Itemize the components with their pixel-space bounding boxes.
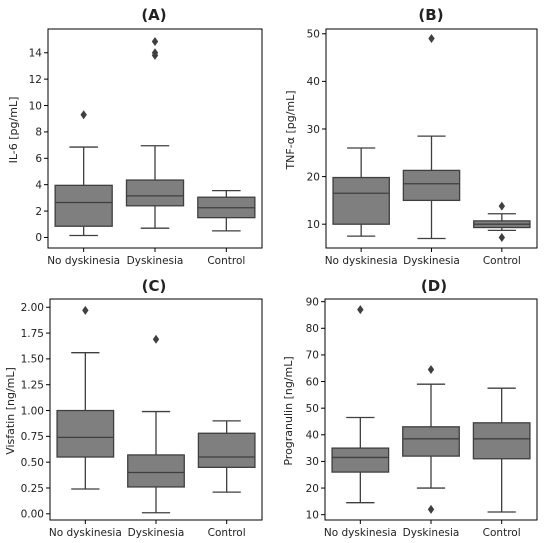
y-axis-label: Visfatin [ng/mL] xyxy=(4,367,17,455)
panel-a: (A) IL-6 [pg/mL] 0 2 4 6 8 10 12 14 No dyskinesi… xyxy=(7,6,263,267)
y-tick-label: 20 xyxy=(306,483,319,495)
y-tick-label: 12 xyxy=(29,74,42,86)
y-tick-label: 1.75 xyxy=(21,328,44,340)
iqr-box xyxy=(402,169,461,202)
y-axis-label: IL-6 [pg/mL] xyxy=(7,97,20,164)
box-1 xyxy=(127,334,185,514)
outlier-point xyxy=(82,305,89,315)
y-tick-label: 0 xyxy=(35,232,42,244)
y-tick-label: 50 xyxy=(307,29,320,41)
outlier-point xyxy=(357,305,364,315)
panel-title: (B) xyxy=(418,6,443,24)
box-1 xyxy=(125,37,185,229)
box-1 xyxy=(402,34,461,240)
y-tick-label: 0.75 xyxy=(21,431,44,443)
panel-c: (C) Visfatin [ng/mL] 0.00 0.25 0.50 0.75 1.0… xyxy=(4,277,263,539)
y-axis-label: TNF-α [pg/mL] xyxy=(284,90,297,170)
outlier-point xyxy=(428,34,435,44)
x-tick-label: Control xyxy=(207,255,245,267)
x-tick-label: No dyskinesia xyxy=(324,527,397,539)
outlier-point xyxy=(151,37,159,47)
x-tick-label: Dyskinesia xyxy=(128,527,185,539)
y-tick-label: 20 xyxy=(307,171,320,183)
box-0 xyxy=(56,305,115,490)
y-tick-label: 60 xyxy=(306,376,319,388)
y-tick-label: 14 xyxy=(29,48,43,60)
y-tick-label: 70 xyxy=(306,350,319,362)
outlier-point xyxy=(152,334,160,344)
x-tick-label: Control xyxy=(208,527,246,539)
x-tick-label: No dyskinesia xyxy=(325,255,398,267)
iqr-box xyxy=(197,432,256,468)
box-2 xyxy=(473,201,531,243)
y-tick-label: 6 xyxy=(35,153,42,165)
y-tick-label: 0.25 xyxy=(21,483,44,495)
box-2 xyxy=(197,420,256,493)
panel-d: (D) Progranulin [ng/mL] 10 20 30 40 50 60 70 80… xyxy=(282,277,538,539)
iqr-box xyxy=(54,184,113,227)
iqr-box xyxy=(472,422,531,460)
box-2 xyxy=(472,387,531,513)
y-tick-label: 2.00 xyxy=(21,302,44,314)
outlier-point xyxy=(427,365,435,375)
y-tick-label: 40 xyxy=(306,430,319,442)
y-axis-label: Progranulin [ng/mL] xyxy=(282,356,295,465)
outlier-point xyxy=(80,110,87,120)
y-tick-label: 50 xyxy=(306,403,319,415)
y-tick-label: 10 xyxy=(307,219,320,231)
x-tick-label: Dyskinesia xyxy=(403,527,460,539)
box-0 xyxy=(331,305,390,504)
y-tick-label: 10 xyxy=(306,509,319,521)
panel-title: (A) xyxy=(141,6,166,24)
y-tick-label: 0.50 xyxy=(21,457,44,469)
y-tick-label: 90 xyxy=(306,296,319,308)
y-tick-label: 4 xyxy=(35,179,42,191)
box-0 xyxy=(54,110,113,237)
x-tick-label: Control xyxy=(483,527,521,539)
outlier-point xyxy=(427,504,435,514)
y-tick-label: 30 xyxy=(307,124,320,136)
y-tick-label: 2 xyxy=(35,206,42,218)
panel-title: (D) xyxy=(421,277,447,295)
y-tick-label: 8 xyxy=(35,127,42,139)
y-tick-label: 0.00 xyxy=(21,509,44,521)
y-tick-label: 40 xyxy=(307,76,320,88)
box-2 xyxy=(197,189,256,232)
iqr-box xyxy=(125,179,185,207)
iqr-box xyxy=(402,426,460,457)
iqr-box xyxy=(331,447,390,473)
y-tick-label: 10 xyxy=(29,100,42,112)
box-0 xyxy=(332,147,390,237)
y-tick-label: 30 xyxy=(306,456,319,468)
outlier-point xyxy=(498,233,506,243)
y-tick-label: 1.25 xyxy=(21,380,44,392)
box-1 xyxy=(402,365,460,514)
x-tick-label: Dyskinesia xyxy=(127,255,184,267)
y-tick-label: 80 xyxy=(306,323,319,335)
x-tick-label: Control xyxy=(483,255,521,267)
y-tick-label: 1.50 xyxy=(21,354,44,366)
iqr-box xyxy=(127,454,185,488)
iqr-box xyxy=(56,409,115,458)
x-tick-label: Dyskinesia xyxy=(403,255,460,267)
outlier-point xyxy=(151,48,159,58)
x-tick-label: No dyskinesia xyxy=(47,255,120,267)
panel-b: (B) TNF-α [pg/mL] 10 20 30 40 50 No dyskinesi… xyxy=(284,6,538,267)
outlier-point xyxy=(498,201,506,211)
iqr-box xyxy=(332,176,390,225)
y-tick-label: 1.00 xyxy=(21,405,44,417)
panel-title: (C) xyxy=(142,277,167,295)
x-tick-label: No dyskinesia xyxy=(49,527,122,539)
